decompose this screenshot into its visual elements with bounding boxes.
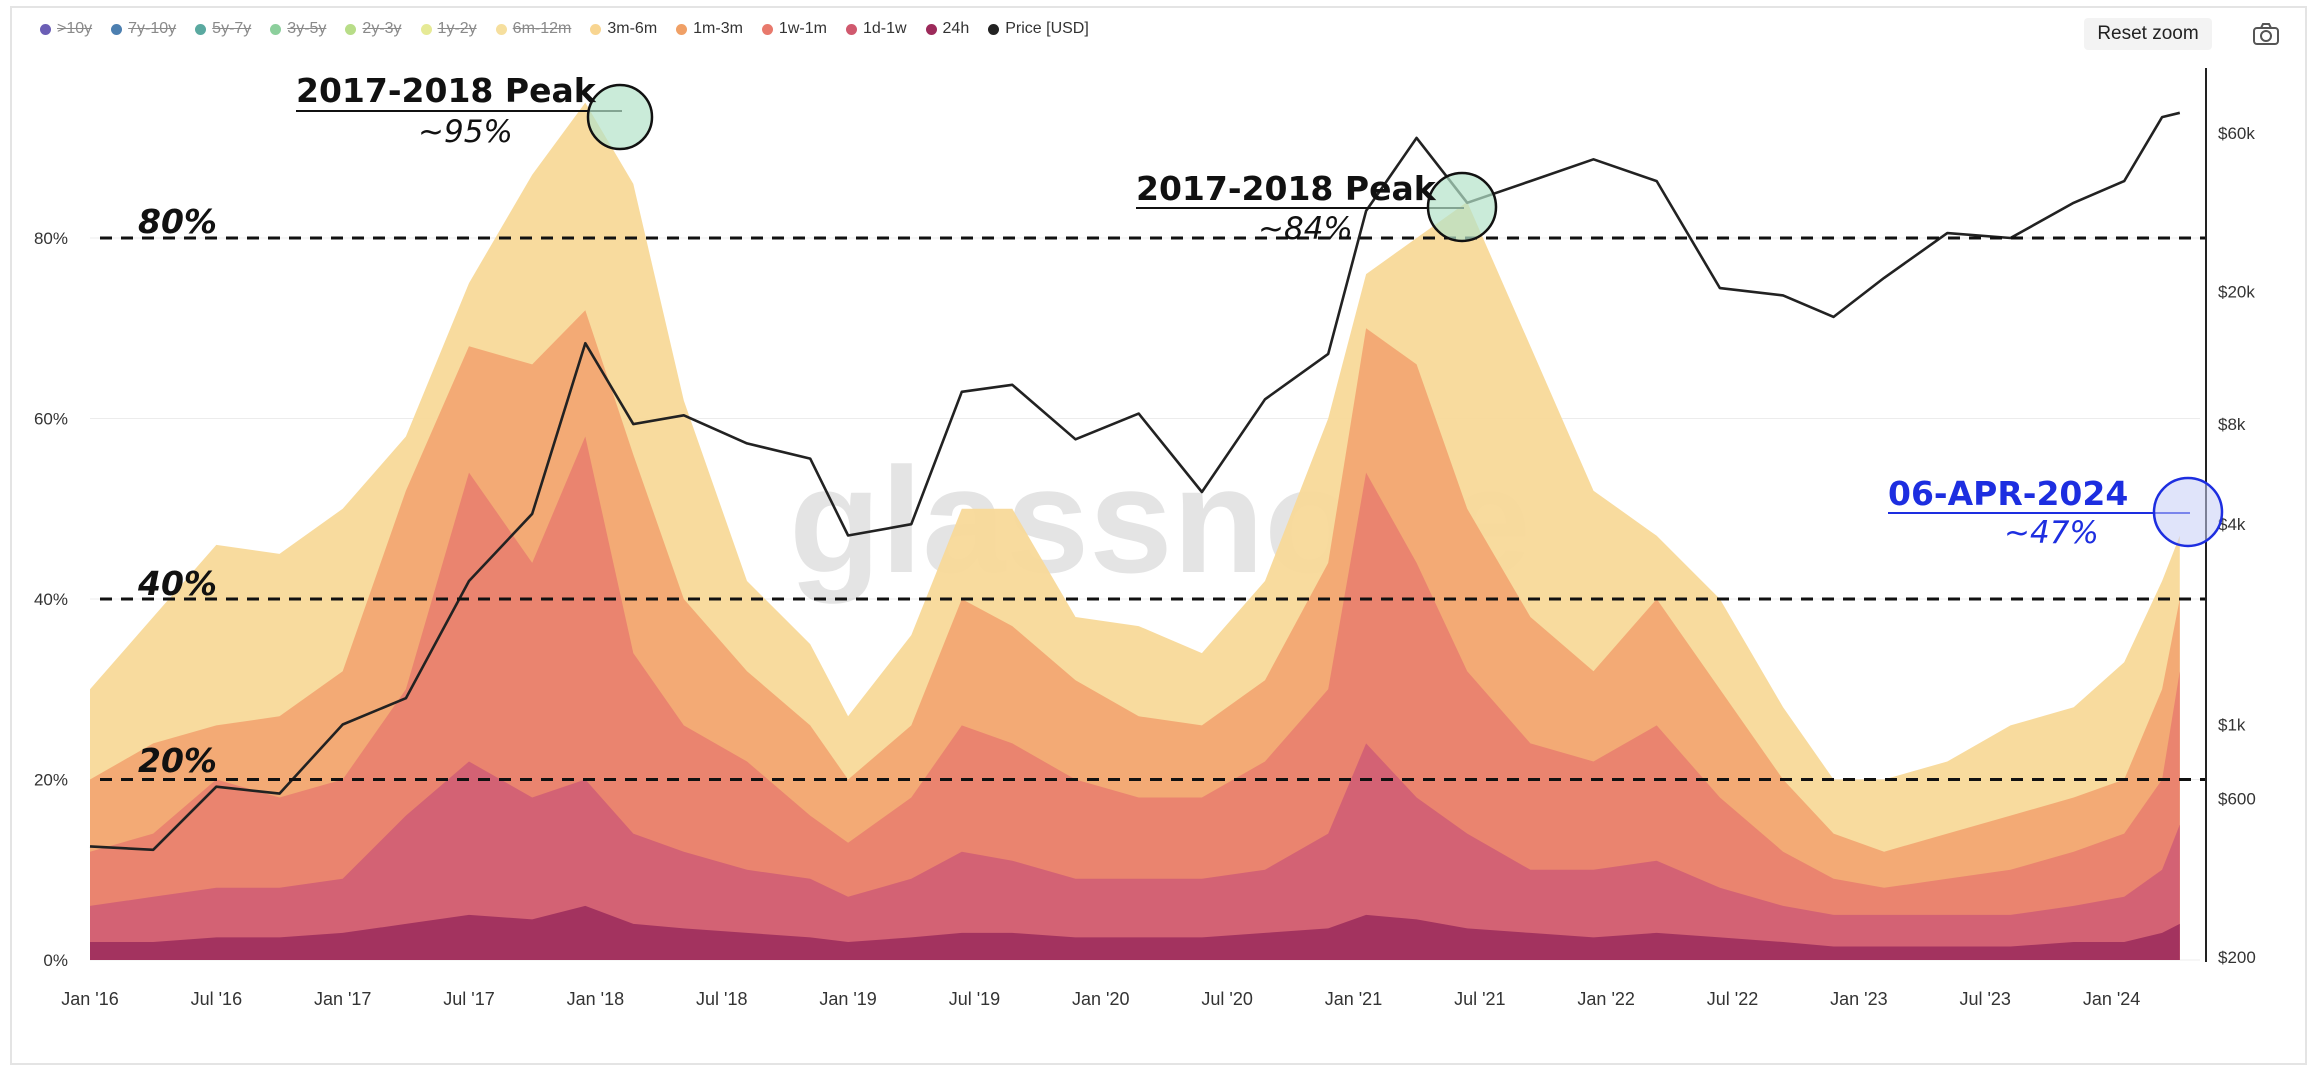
legend-item-24h[interactable]: 24h [925, 20, 970, 38]
legend-item-2y-3y[interactable]: 2y-3y [345, 20, 402, 38]
area-24h [90, 905, 2180, 960]
x-tick-label: Jan '20 [1072, 989, 1129, 1009]
legend-item-1d-1w[interactable]: 1d-1w [845, 20, 907, 38]
legend-label: 1y-2y [437, 20, 477, 37]
legend-swatch [195, 23, 207, 35]
legend-item-1w-1m[interactable]: 1w-1m [761, 20, 827, 38]
legend-label: 3m-6m [607, 20, 658, 37]
current-marker [2152, 476, 2224, 548]
legend-label: 1d-1w [862, 20, 907, 37]
left-tick-label: 20% [34, 771, 68, 790]
x-tick-label: Jan '18 [567, 989, 624, 1009]
legend-label: 2y-3y [362, 20, 402, 37]
x-tick-label: Jan '24 [2083, 989, 2140, 1009]
right-tick-label: $600 [2218, 789, 2256, 808]
peak2-value: ~84% [1258, 211, 1353, 247]
legend-swatch [270, 23, 282, 35]
peak1-value: ~95% [418, 114, 513, 150]
camera-icon-glyph [2253, 23, 2279, 45]
legend-label: 5y-7y [212, 20, 252, 37]
x-tick-label: Jul '22 [1707, 989, 1758, 1009]
x-tick-label: Jan '16 [61, 989, 118, 1009]
ref-40-label: 40% [138, 564, 217, 603]
peak1-marker [586, 83, 654, 151]
reset-zoom-button[interactable]: Reset zoom [2084, 18, 2212, 50]
legend-swatch [420, 23, 432, 35]
x-tick-label: Jan '17 [314, 989, 371, 1009]
legend-item-6m-12m[interactable]: 6m-12m [495, 20, 572, 38]
peak2-title: 2017-2018 Peak [1136, 169, 1436, 208]
legend-label: 24h [942, 20, 970, 37]
area-1d-1w [90, 743, 2180, 960]
right-tick-label: $200 [2218, 948, 2256, 967]
legend-label: 1m-3m [693, 20, 743, 37]
x-tick-label: Jul '18 [696, 989, 747, 1009]
x-tick-label: Jul '21 [1454, 989, 1505, 1009]
current-date-label: 06-APR-2024 [1888, 474, 2129, 513]
legend-item-price-usd[interactable]: Price [USD] [988, 20, 1089, 38]
legend-swatch [988, 23, 1000, 35]
legend-label: Price [USD] [1005, 20, 1089, 37]
right-tick-label: $60k [2218, 124, 2255, 143]
legend-swatch [495, 23, 507, 35]
x-tick-label: Jul '23 [1959, 989, 2010, 1009]
left-tick-label: 80% [34, 229, 68, 248]
legend: >10y 7y-10y 5y-7y 3y-5y 2y-3y 1y-2y 6m-12m 3m-6… [40, 16, 1108, 42]
legend-item-1m-3m[interactable]: 1m-3m [676, 20, 743, 38]
right-tick-label: $20k [2218, 283, 2255, 302]
peak2-marker [1426, 171, 1498, 243]
x-tick-label: Jul '19 [949, 989, 1000, 1009]
x-tick-label: Jan '23 [1830, 989, 1887, 1009]
chart-frame [10, 6, 2307, 1065]
legend-item-10y[interactable]: >10y [40, 20, 92, 38]
legend-item-1y-2y[interactable]: 1y-2y [420, 20, 477, 38]
left-tick-label: 60% [34, 410, 68, 429]
legend-item-7y-10y[interactable]: 7y-10y [111, 20, 176, 38]
right-tick-label: $4k [2218, 515, 2246, 534]
legend-item-5y-7y[interactable]: 5y-7y [195, 20, 251, 38]
x-tick-label: Jan '21 [1325, 989, 1382, 1009]
legend-swatch [345, 23, 357, 35]
right-tick-label: $1k [2218, 715, 2246, 734]
x-tick-label: Jul '16 [191, 989, 242, 1009]
current-value-label: ~47% [2004, 515, 2099, 551]
left-tick-label: 40% [34, 590, 68, 609]
legend-label: >10y [57, 20, 93, 37]
right-tick-label: $8k [2218, 415, 2246, 434]
peak1-title: 2017-2018 Peak [296, 71, 596, 110]
legend-swatch [111, 23, 123, 35]
legend-label: 7y-10y [128, 20, 177, 37]
legend-swatch [925, 23, 937, 35]
x-tick-label: Jul '17 [443, 989, 494, 1009]
ref-80-label: 80% [138, 202, 217, 241]
legend-item-3m-6m[interactable]: 3m-6m [590, 20, 657, 38]
legend-swatch [845, 23, 857, 35]
x-tick-label: Jul '20 [1201, 989, 1252, 1009]
price-line [89, 111, 2181, 852]
x-tick-label: Jan '22 [1577, 989, 1634, 1009]
legend-swatch [676, 23, 688, 35]
x-tick-label: Jan '19 [819, 989, 876, 1009]
legend-swatch [590, 23, 602, 35]
legend-label: 6m-12m [512, 20, 572, 37]
legend-label: 3y-5y [287, 20, 327, 37]
ref-20-label: 20% [138, 741, 217, 780]
legend-item-3y-5y[interactable]: 3y-5y [270, 20, 326, 38]
left-tick-label: 0% [43, 951, 68, 970]
legend-label: 1w-1m [778, 20, 827, 37]
legend-swatch [761, 23, 773, 35]
legend-swatch [40, 23, 51, 35]
camera-icon[interactable] [2252, 22, 2280, 46]
